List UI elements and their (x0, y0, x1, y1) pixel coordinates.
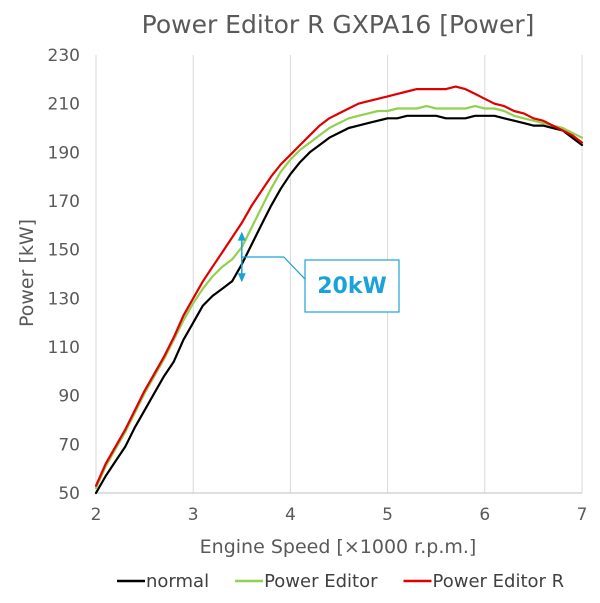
series-line-power-editor (94, 104, 584, 490)
y-tick-labels: 50 70 90 110 130 150 170 190 210 230 (48, 46, 80, 504)
y-axis-label: Power [kW] (16, 219, 38, 327)
legend-label: Power Editor R (433, 571, 565, 592)
x-tick-label: 3 (188, 505, 199, 525)
gain-callout-label: 20kW (317, 274, 387, 299)
gain-callout-leader (241, 256, 307, 281)
series-lines (94, 85, 584, 495)
y-tick-label: 90 (58, 387, 80, 407)
gain-arrow-head-down (237, 273, 246, 283)
gain-callout-box (304, 259, 400, 313)
y-tick-label: 230 (48, 46, 80, 66)
y-tick-label: 170 (48, 192, 80, 212)
y-tick-label: 190 (48, 143, 80, 163)
legend: normal Power Editor Power Editor R (117, 571, 564, 592)
series-line-normal (94, 114, 584, 495)
y-tick-label: 50 (58, 484, 80, 504)
y-tick-label: 110 (48, 338, 80, 358)
gain-annotation: 20kW (237, 231, 400, 313)
gain-arrow-head-up (237, 231, 246, 241)
legend-label: Power Editor (264, 571, 378, 592)
series-line-power-editor-r (94, 85, 584, 487)
x-tick-label: 6 (479, 505, 490, 525)
x-tick-label: 7 (577, 505, 588, 525)
legend-label: normal (146, 571, 209, 592)
y-tick-label: 150 (48, 241, 80, 261)
y-tick-label: 210 (48, 95, 80, 115)
chart-title: Power Editor R GXPA16 [Power] (142, 10, 535, 39)
y-tick-label: 130 (48, 289, 80, 309)
vertical-gridlines (95, 55, 583, 493)
x-axis-label: Engine Speed [×1000 r.p.m.] (200, 536, 477, 558)
x-tick-label: 4 (285, 505, 296, 525)
x-tick-labels: 2 3 4 5 6 7 (91, 505, 588, 525)
x-tick-label: 2 (91, 505, 102, 525)
y-tick-label: 70 (58, 435, 80, 455)
x-tick-label: 5 (382, 505, 393, 525)
